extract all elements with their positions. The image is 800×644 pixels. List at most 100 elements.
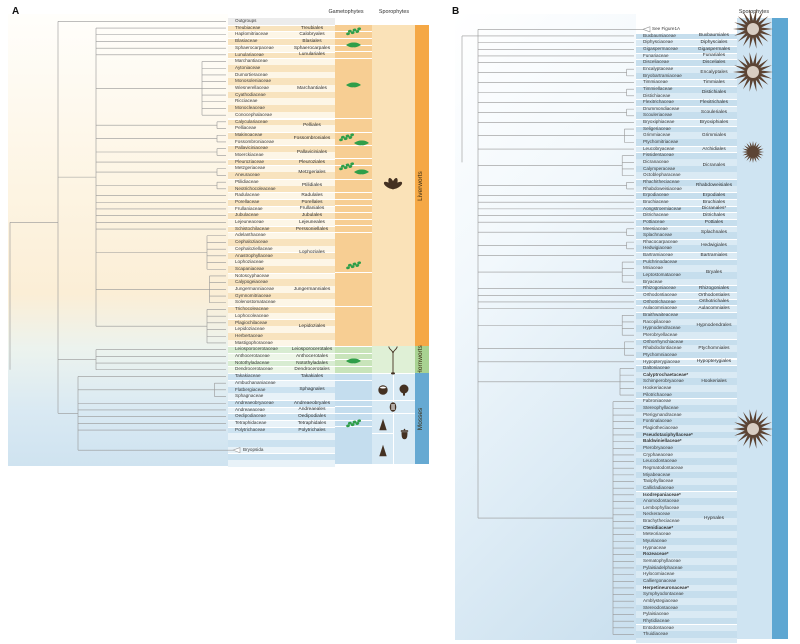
family-label: Neckeraceae <box>643 511 671 517</box>
see-figure-label: See Figure1A <box>652 26 681 31</box>
family-label: Buxbaumiaceae <box>643 32 676 38</box>
column-separator <box>335 346 372 347</box>
row-stripe <box>636 444 737 452</box>
family-label: Pterobryaceae <box>643 444 673 450</box>
family-label: Rhizogoniaceae <box>643 285 676 291</box>
family-label: Adelanthaceae <box>235 232 266 238</box>
order-label: Archidiales <box>702 146 726 152</box>
family-label: Trichocoleaceae <box>235 306 269 312</box>
column-separator <box>335 165 372 166</box>
order-label: Ditrichales <box>702 213 726 219</box>
row-stripe <box>636 405 737 412</box>
family-label: Encalyptaceae <box>643 65 674 71</box>
gametophyte-column <box>335 24 372 347</box>
row-stripe <box>636 99 737 107</box>
family-label: Pterobryellaceae <box>643 331 678 337</box>
row-stripe <box>636 272 737 279</box>
row-stripe <box>636 245 737 253</box>
row-stripe <box>636 178 737 187</box>
order-label: Bruchiales <box>702 199 726 205</box>
family-label: Callicladiaceae <box>643 484 674 490</box>
column-separator <box>335 352 372 354</box>
row-stripe <box>636 484 737 492</box>
family-label: Hedwigiaceae <box>643 245 672 251</box>
family-label: Regmatodontaceae <box>643 464 684 470</box>
family-label: Symphyodontaceae <box>643 591 684 597</box>
family-label: Orthorrhynchiaceae <box>643 338 684 344</box>
family-label: Pylaisiadelphaceae <box>643 564 683 570</box>
order-label: Hypnodendrales <box>696 322 732 328</box>
row-stripe <box>636 438 737 445</box>
column-separator <box>335 372 372 374</box>
row-stripe <box>636 564 737 572</box>
row-stripe <box>636 59 737 67</box>
row-stripe <box>636 491 737 499</box>
family-label: Fontinalaceae <box>643 418 672 424</box>
family-label: Pylaisiaceae <box>643 611 669 617</box>
family-label: Scouleriaceae <box>643 112 673 118</box>
order-label: Funariales <box>702 53 726 59</box>
row-stripe <box>636 597 737 605</box>
row-stripe <box>636 411 737 419</box>
family-label: Anomodontaceae <box>643 498 680 504</box>
family-label: Grimmiaceae <box>643 132 671 138</box>
family-label: Orthotrichaceae <box>643 298 676 304</box>
row-stripe <box>636 511 737 519</box>
row-stripe <box>636 498 737 505</box>
family-label: Miyabeaceae <box>643 471 671 477</box>
column-separator <box>335 118 372 119</box>
row-stripe <box>636 611 737 618</box>
family-label: Pottiaceae <box>643 218 665 224</box>
family-label: Sematophyllaceae <box>643 558 681 563</box>
column-separator <box>335 426 372 427</box>
row-stripe <box>636 305 737 313</box>
family-label: Hylocomiaceae <box>643 571 675 577</box>
row-stripe <box>636 185 737 193</box>
column-separator <box>335 232 372 233</box>
column-separator <box>335 44 372 46</box>
row-stripe <box>636 318 737 326</box>
row-stripe <box>636 258 737 267</box>
family-label: Drummondiaceae <box>643 105 680 111</box>
row-stripe <box>636 92 737 100</box>
column-separator <box>335 399 372 401</box>
row-stripe <box>636 145 737 154</box>
family-label: Pterigynandraceae <box>643 411 682 417</box>
row-stripe <box>636 132 737 140</box>
column-separator <box>335 218 372 220</box>
order-label: Bartramiales <box>700 252 728 258</box>
order-label: Rhizogoniales <box>698 286 730 292</box>
row-stripe <box>636 431 737 439</box>
row-stripe <box>636 577 737 585</box>
column-separator <box>335 178 372 180</box>
order-label: Grimmiales <box>701 133 727 139</box>
family-label: Marchantiaceae <box>235 58 268 64</box>
column-separator <box>335 272 372 273</box>
row-stripe <box>636 252 737 260</box>
family-label: Cephaloziaceae <box>235 239 268 245</box>
outgroups-label: Outgroups <box>235 18 257 23</box>
order-label: Hookeriales <box>701 379 727 385</box>
row-stripe <box>636 584 737 592</box>
column-separator <box>335 51 372 52</box>
row-stripe <box>636 152 737 160</box>
family-label: Meesiaceae <box>643 225 668 231</box>
row-stripe <box>636 358 737 367</box>
order-label: Rhabdoweisiales <box>695 183 733 189</box>
row-stripe <box>636 159 737 166</box>
order-label: Gigaspermales <box>697 46 731 52</box>
family-label: Thuidiaceae <box>643 631 669 637</box>
family-label: Stereophyllaceae <box>643 405 679 411</box>
family-label: Calyptrochaetaceae* <box>643 371 689 377</box>
row-stripe <box>636 464 737 472</box>
family-label: Rhabdoweisiaceae <box>643 185 682 191</box>
family-label: Mniaceae <box>643 265 663 271</box>
order-label: Orthotrichales <box>699 299 729 305</box>
row-stripe <box>636 391 737 399</box>
order-label: Orthodontiales <box>698 292 730 298</box>
family-label: Bartramiaceae <box>643 252 673 258</box>
row-stripe <box>636 205 737 214</box>
row-stripe <box>636 624 737 632</box>
family-label: Aulacomniaceae <box>643 305 677 311</box>
column-separator <box>335 225 372 226</box>
